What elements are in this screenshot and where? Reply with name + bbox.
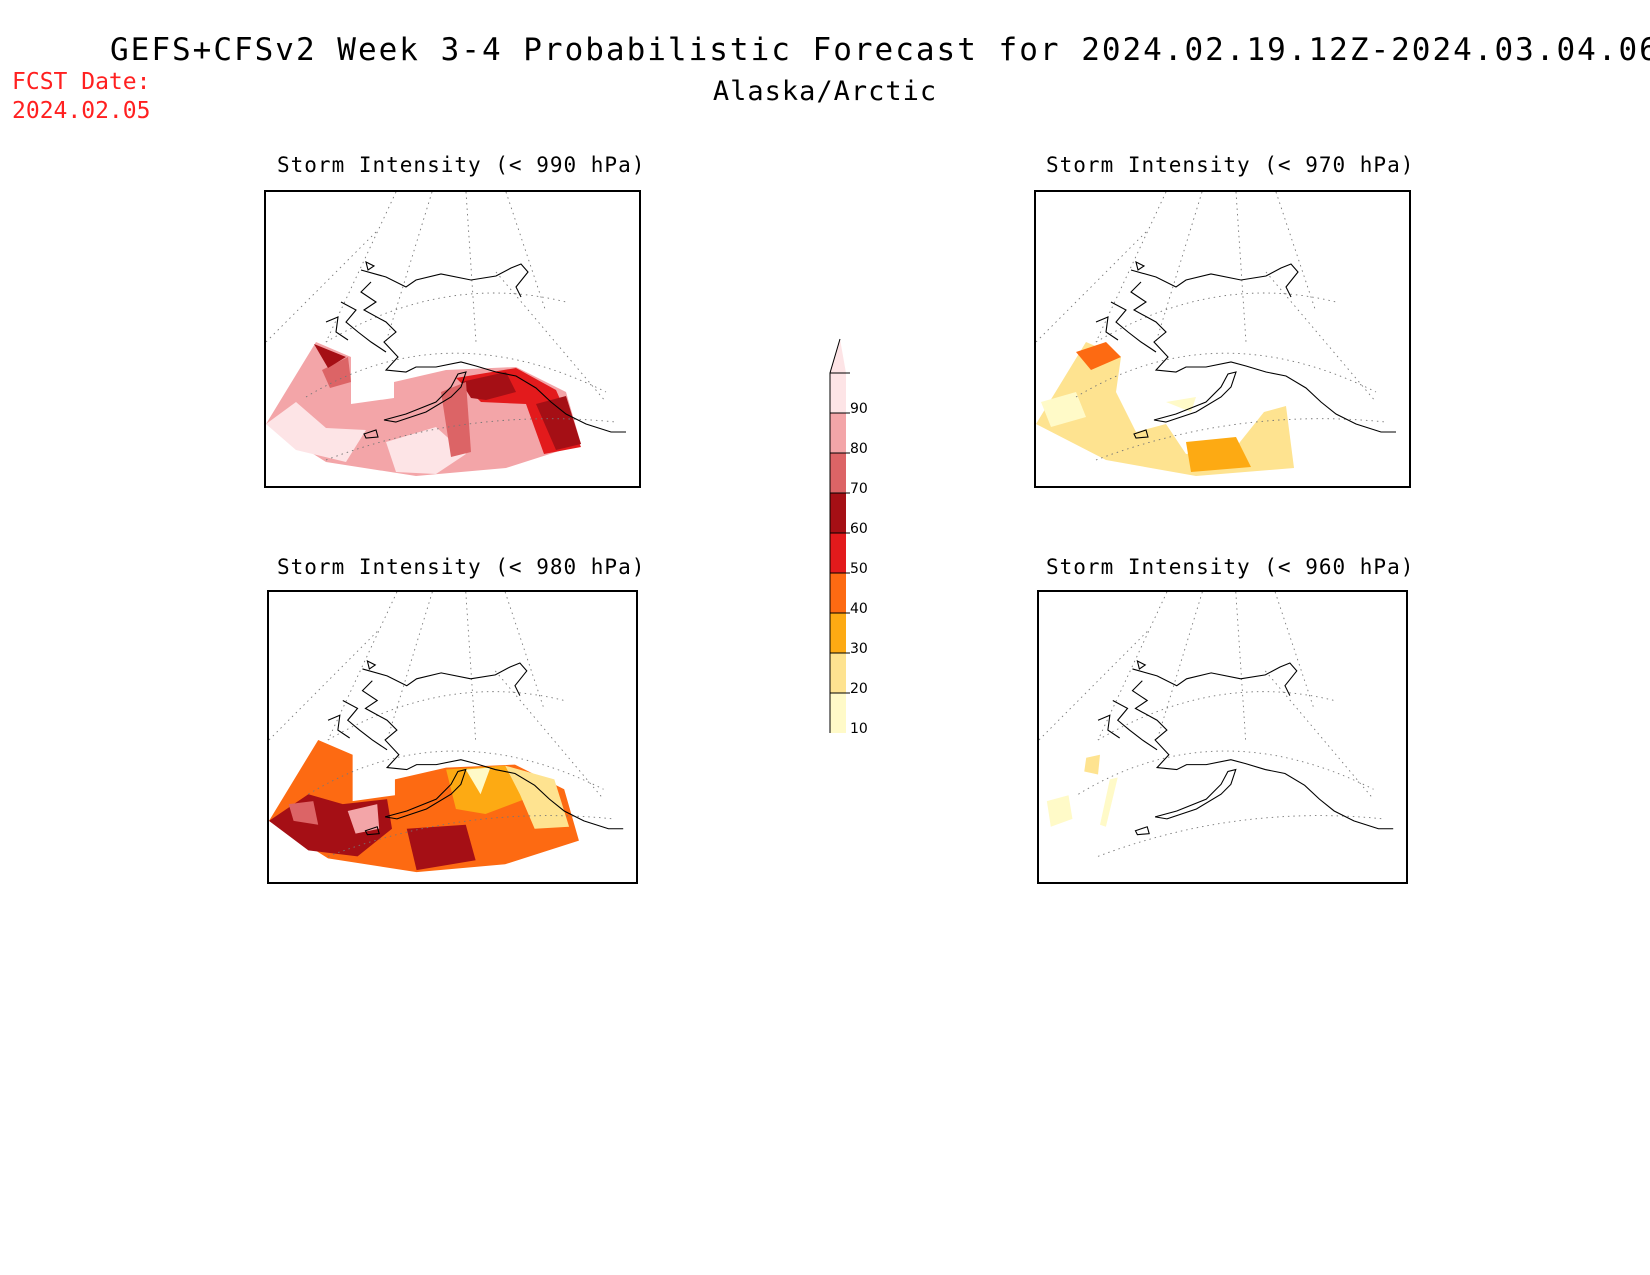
colorbar-tick-label: 90 <box>850 401 868 417</box>
graticule-line <box>504 592 545 711</box>
colorbar-bin <box>830 493 846 533</box>
prob-region-60 <box>406 824 476 871</box>
map-panel-990 <box>264 190 641 488</box>
graticule-line <box>1097 592 1168 741</box>
prob-region-10 <box>1100 777 1118 827</box>
prob-region-80 <box>347 804 380 834</box>
graticule-line <box>269 631 378 741</box>
graticule-line <box>505 192 547 313</box>
map-990-graphic <box>266 192 626 476</box>
graticule-line <box>1039 631 1148 741</box>
colorbar-tick-label: 40 <box>850 601 868 617</box>
panel-title-990: Storm Intensity (< 990 hPa) <box>277 153 646 177</box>
graticule-line <box>1274 592 1315 711</box>
colorbar-tick-label: 20 <box>850 681 868 697</box>
coastline <box>327 660 624 836</box>
graticule-line <box>495 271 607 403</box>
graticule-line <box>1235 192 1247 343</box>
graticule-line <box>327 815 614 857</box>
map-panel-960 <box>1037 590 1408 884</box>
colorbar-tick-label: 80 <box>850 441 868 457</box>
forecast-date-label: FCST Date: <box>12 69 151 95</box>
colorbar-bin <box>830 373 846 413</box>
prob-region-60 <box>461 372 516 400</box>
colorbar-bin <box>830 573 846 613</box>
map-980-graphic <box>269 592 624 873</box>
prob-region-40 <box>1076 342 1121 370</box>
graticule-line <box>327 592 398 741</box>
graticule-line <box>1275 192 1317 313</box>
colorbar-bin <box>830 453 846 493</box>
graticule-line <box>465 192 477 343</box>
graticule-line <box>1235 592 1247 740</box>
prob-region-70 <box>322 357 351 388</box>
prob-region-10 <box>1046 795 1073 827</box>
colorbar-top-arrow <box>830 339 846 373</box>
graticule-line <box>386 592 433 741</box>
forecast-date-block: FCST Date: 2024.02.05 <box>12 68 150 126</box>
graticule-line <box>325 192 397 343</box>
panel-title-970: Storm Intensity (< 970 hPa) <box>1046 153 1415 177</box>
graticule-line <box>385 192 433 343</box>
colorbar-tick-label: 70 <box>850 481 868 497</box>
colorbar-bin <box>830 413 846 453</box>
graticule-line <box>325 418 617 461</box>
prob-region-70 <box>288 801 319 825</box>
colorbar-tick-label: 10 <box>850 721 868 737</box>
graticule-line <box>1095 418 1387 461</box>
prob-region-30 <box>446 765 525 814</box>
coastline <box>1097 660 1394 836</box>
map-970-graphic <box>1036 192 1396 476</box>
graticule-line <box>1095 192 1167 343</box>
colorbar-bin <box>830 613 846 653</box>
prob-region-90 <box>266 402 366 462</box>
prob-region-60 <box>536 396 581 450</box>
graticule-line <box>1156 592 1203 741</box>
graticule-line <box>494 670 604 800</box>
colorbar-tick-label: 30 <box>850 641 868 657</box>
prob-region-10 <box>1166 397 1196 412</box>
prob-region-70 <box>441 382 471 457</box>
colorbar-tick-label: 60 <box>850 521 868 537</box>
colorbar <box>829 338 850 733</box>
coastline <box>1095 260 1396 439</box>
graticule-line <box>1264 670 1374 800</box>
colorbar-bin <box>830 533 846 573</box>
graticule-line <box>308 750 604 795</box>
prob-region-10 <box>1041 392 1086 427</box>
graticule-line <box>1078 750 1374 795</box>
map-960-graphic <box>1039 592 1394 857</box>
prob-region-20 <box>505 765 570 829</box>
graticule-line <box>1155 192 1203 343</box>
figure-title: GEFS+CFSv2 Week 3-4 Probabilistic Foreca… <box>110 32 1650 68</box>
graticule-line <box>1036 231 1147 343</box>
colorbar-tick-label: 50 <box>850 561 868 577</box>
prob-region-60 <box>314 344 346 368</box>
coastline <box>325 260 626 439</box>
graticule-line <box>465 592 477 740</box>
graticule-line <box>1265 271 1377 403</box>
prob-region-10 <box>465 767 491 795</box>
map-panel-970 <box>1034 190 1411 488</box>
graticule-line <box>1075 352 1377 398</box>
graticule-line <box>1097 691 1335 741</box>
panel-title-960: Storm Intensity (< 960 hPa) <box>1046 555 1415 579</box>
colorbar-bin <box>830 693 846 733</box>
prob-region-20 <box>1036 342 1294 476</box>
map-panel-980 <box>267 590 638 884</box>
colorbar-bin <box>830 653 846 693</box>
prob-region-90 <box>386 427 466 474</box>
forecast-date-value: 2024.02.05 <box>12 98 151 124</box>
prob-region-20 <box>1084 754 1101 775</box>
graticule-line <box>1097 815 1384 857</box>
panel-title-980: Storm Intensity (< 980 hPa) <box>277 555 646 579</box>
region-subtitle: Alaska/Arctic <box>712 76 938 107</box>
prob-region-30 <box>1186 437 1251 472</box>
graticule-line <box>266 231 377 343</box>
graticule-line <box>327 691 565 741</box>
